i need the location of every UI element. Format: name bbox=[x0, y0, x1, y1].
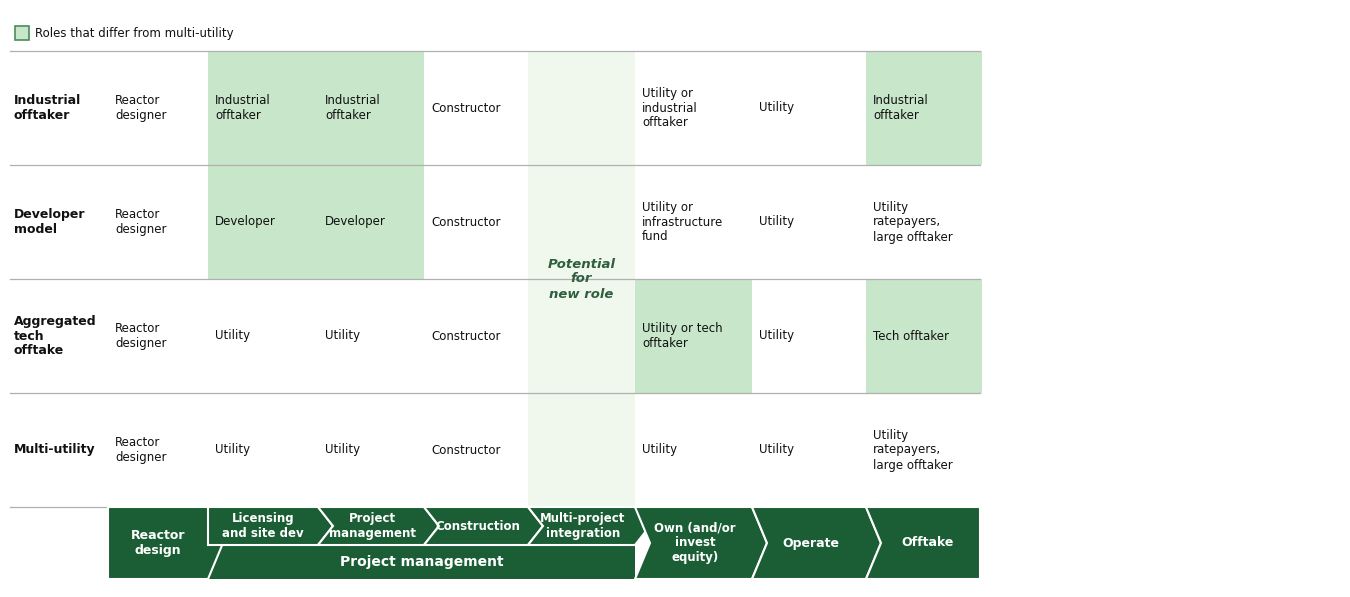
Bar bbox=[865, 279, 981, 393]
Text: Construction: Construction bbox=[435, 519, 520, 533]
Text: Own (and/or
invest
equity): Own (and/or invest equity) bbox=[655, 522, 736, 565]
Text: Utility: Utility bbox=[325, 330, 360, 343]
Bar bbox=[108, 51, 208, 165]
Text: Multi-utility: Multi-utility bbox=[14, 444, 96, 457]
Text: Industrial
offtaker: Industrial offtaker bbox=[215, 94, 271, 122]
Text: Roles that differ from multi-utility: Roles that differ from multi-utility bbox=[35, 26, 234, 39]
Polygon shape bbox=[528, 507, 649, 545]
Bar bbox=[108, 279, 208, 393]
Bar bbox=[424, 165, 528, 279]
Text: Tech offtaker: Tech offtaker bbox=[873, 330, 949, 343]
Bar bbox=[634, 393, 752, 507]
Bar bbox=[424, 393, 528, 507]
Text: Constructor: Constructor bbox=[431, 101, 501, 115]
Text: Utility or
industrial
offtaker: Utility or industrial offtaker bbox=[643, 87, 698, 130]
Text: Reactor
designer: Reactor designer bbox=[115, 94, 166, 122]
Text: Aggregated
tech
offtake: Aggregated tech offtake bbox=[14, 315, 97, 358]
Text: Industrial
offtaker: Industrial offtaker bbox=[325, 94, 381, 122]
Bar bbox=[319, 165, 424, 279]
Bar bbox=[752, 165, 865, 279]
Bar bbox=[752, 393, 865, 507]
Text: Multi-project
integration: Multi-project integration bbox=[540, 512, 625, 540]
Text: Developer: Developer bbox=[325, 216, 386, 229]
Bar bbox=[9, 279, 980, 393]
Text: Operate: Operate bbox=[782, 537, 838, 549]
Text: Industrial
offtaker: Industrial offtaker bbox=[873, 94, 929, 122]
Polygon shape bbox=[634, 507, 767, 579]
Bar bbox=[208, 51, 319, 165]
Bar bbox=[108, 393, 208, 507]
Text: Utility or
infrastructure
fund: Utility or infrastructure fund bbox=[643, 201, 724, 244]
Bar bbox=[752, 279, 865, 393]
Bar bbox=[865, 51, 981, 165]
Text: Constructor: Constructor bbox=[431, 216, 501, 229]
Text: Utility
ratepayers,
large offtaker: Utility ratepayers, large offtaker bbox=[873, 429, 953, 472]
Text: Reactor
designer: Reactor designer bbox=[115, 436, 166, 464]
Text: Utility: Utility bbox=[759, 216, 794, 229]
Bar bbox=[865, 393, 981, 507]
Text: Developer
model: Developer model bbox=[14, 208, 85, 236]
Text: Utility: Utility bbox=[325, 444, 360, 457]
Bar bbox=[108, 165, 208, 279]
Text: Project management: Project management bbox=[340, 555, 504, 569]
Bar bbox=[865, 165, 981, 279]
Bar bbox=[9, 51, 980, 165]
Text: Reactor
design: Reactor design bbox=[131, 529, 185, 557]
Text: Utility: Utility bbox=[643, 444, 678, 457]
Bar bbox=[9, 165, 980, 279]
Polygon shape bbox=[865, 507, 980, 579]
Bar bbox=[15, 26, 28, 40]
Bar bbox=[319, 279, 424, 393]
Polygon shape bbox=[208, 507, 333, 545]
Bar bbox=[208, 279, 319, 393]
Text: Offtake: Offtake bbox=[902, 537, 953, 549]
Bar bbox=[319, 51, 424, 165]
Text: Reactor
designer: Reactor designer bbox=[115, 208, 166, 236]
Text: Utility: Utility bbox=[759, 330, 794, 343]
Polygon shape bbox=[752, 507, 882, 579]
Text: Potential
for
new role: Potential for new role bbox=[548, 257, 616, 300]
Bar bbox=[424, 279, 528, 393]
Text: Constructor: Constructor bbox=[431, 330, 501, 343]
Text: Utility
ratepayers,
large offtaker: Utility ratepayers, large offtaker bbox=[873, 201, 953, 244]
Polygon shape bbox=[319, 507, 439, 545]
Text: Industrial
offtaker: Industrial offtaker bbox=[14, 94, 81, 122]
Bar bbox=[752, 51, 865, 165]
Bar bbox=[9, 393, 980, 507]
Bar bbox=[634, 165, 752, 279]
Text: Reactor
designer: Reactor designer bbox=[115, 322, 166, 350]
Text: Developer: Developer bbox=[215, 216, 275, 229]
Text: Utility: Utility bbox=[759, 101, 794, 115]
Text: Utility or tech
offtaker: Utility or tech offtaker bbox=[643, 322, 722, 350]
Bar bbox=[528, 51, 634, 507]
Text: Project
management: Project management bbox=[329, 512, 416, 540]
Bar bbox=[634, 51, 752, 165]
Text: Utility: Utility bbox=[759, 444, 794, 457]
Bar bbox=[208, 545, 634, 579]
Bar bbox=[208, 165, 319, 279]
Polygon shape bbox=[108, 507, 223, 579]
Bar bbox=[319, 393, 424, 507]
Bar bbox=[424, 51, 528, 165]
Polygon shape bbox=[424, 507, 543, 545]
Bar bbox=[208, 393, 319, 507]
Text: Utility: Utility bbox=[215, 330, 250, 343]
Bar bbox=[634, 279, 752, 393]
Text: Constructor: Constructor bbox=[431, 444, 501, 457]
Text: Utility: Utility bbox=[215, 444, 250, 457]
Text: Licensing
and site dev: Licensing and site dev bbox=[223, 512, 304, 540]
